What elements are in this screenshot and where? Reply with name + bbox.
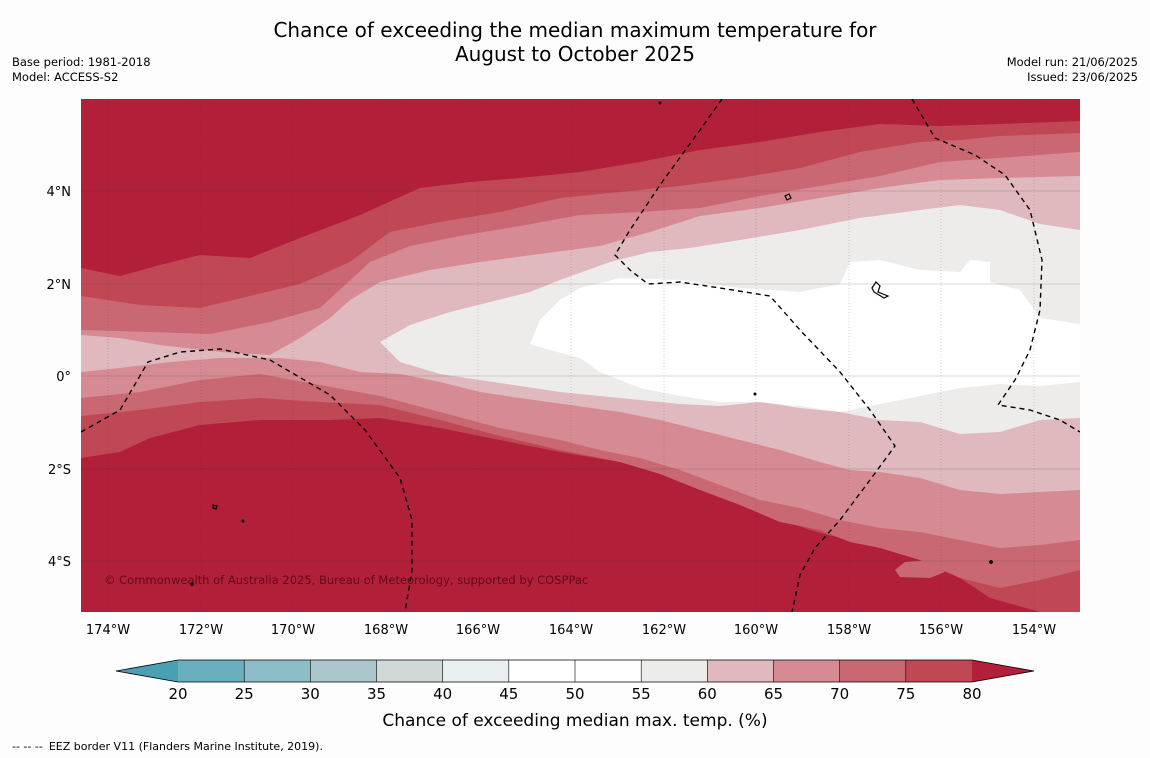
forecast-map: © Commonwealth of Australia 2025, Bureau… bbox=[47, 99, 1080, 731]
lon-label: 164°W bbox=[549, 623, 593, 638]
copyright-text: © Commonwealth of Australia 2025, Bureau… bbox=[104, 573, 588, 587]
model-run-label: Model run: 21/06/2025 bbox=[1006, 55, 1138, 69]
eez-legend-dash: -- -- -- bbox=[12, 740, 43, 753]
lon-label: 154°W bbox=[1012, 623, 1056, 638]
lat-label: 4°N bbox=[47, 185, 72, 200]
colorbar-tick: 80 bbox=[962, 685, 981, 703]
colorbar-tick: 45 bbox=[499, 685, 518, 703]
model-label: Model: ACCESS-S2 bbox=[12, 70, 119, 84]
lon-label: 166°W bbox=[456, 623, 500, 638]
colorbar-segment bbox=[508, 660, 575, 682]
colorbar-tick: 20 bbox=[168, 685, 187, 703]
lat-label: 0° bbox=[56, 370, 71, 385]
colorbar-tick: 40 bbox=[433, 685, 452, 703]
colorbar-segment bbox=[310, 660, 377, 682]
colorbar-segment bbox=[178, 660, 245, 682]
lat-label: 4°S bbox=[48, 555, 71, 570]
island-dot bbox=[658, 101, 662, 105]
island-shape bbox=[871, 281, 890, 299]
lon-label: 158°W bbox=[827, 623, 871, 638]
base-period-label: Base period: 1981-2018 bbox=[12, 55, 151, 69]
colorbar-tick: 55 bbox=[632, 685, 651, 703]
islands bbox=[190, 101, 993, 586]
colorbar-segment bbox=[707, 660, 774, 682]
gridlines bbox=[81, 99, 1080, 612]
island-shape bbox=[212, 504, 218, 510]
lat-label: 2°N bbox=[47, 278, 72, 293]
island-shape bbox=[784, 193, 792, 201]
island-dot bbox=[989, 560, 993, 564]
lon-label: 160°W bbox=[734, 623, 778, 638]
lon-label: 174°W bbox=[86, 623, 130, 638]
island-dot bbox=[753, 392, 757, 396]
title-line-2: August to October 2025 bbox=[454, 42, 696, 66]
colorbar-segment bbox=[376, 660, 443, 682]
title-line-1: Chance of exceeding the median maximum t… bbox=[273, 18, 877, 42]
colorbar-low-extension bbox=[116, 660, 178, 682]
band-70-lobe bbox=[895, 560, 945, 578]
map-title: Chance of exceeding the median maximum t… bbox=[0, 18, 1150, 66]
colorbar-tick: 70 bbox=[830, 685, 849, 703]
colorbar-segment bbox=[641, 660, 708, 682]
colorbar: 20 25 30 35 40 45 50 55 60 65 70 75 80 C… bbox=[115, 659, 1035, 731]
colorbar-tick: 35 bbox=[367, 685, 386, 703]
colorbar-high-extension bbox=[972, 660, 1034, 682]
meta-left: Base period: 1981-2018 Model: ACCESS-S2 bbox=[12, 55, 151, 85]
colorbar-segment bbox=[575, 660, 642, 682]
meta-right: Model run: 21/06/2025 Issued: 23/06/2025 bbox=[1007, 55, 1138, 85]
colorbar-label: Chance of exceeding median max. temp. (%… bbox=[382, 711, 767, 731]
colorbar-segment bbox=[773, 660, 840, 682]
lon-label: 170°W bbox=[271, 623, 315, 638]
colorbar-tick: 25 bbox=[235, 685, 254, 703]
colorbar-segment bbox=[839, 660, 906, 682]
lon-axis: 174°W 172°W 170°W 168°W 166°W 164°W 162°… bbox=[86, 623, 1056, 638]
eez-borders bbox=[81, 99, 1080, 612]
lat-axis: 4°N 2°N 0° 2°S 4°S bbox=[47, 185, 72, 570]
map-plot-area: © Commonwealth of Australia 2025, Bureau… bbox=[81, 99, 1080, 612]
colorbar-segment bbox=[244, 660, 311, 682]
lon-label: 168°W bbox=[364, 623, 408, 638]
island-dot bbox=[241, 519, 245, 523]
colorbar-tick: 60 bbox=[698, 685, 717, 703]
colorbar-tick: 65 bbox=[764, 685, 783, 703]
colorbar-tick: 30 bbox=[301, 685, 320, 703]
lon-label: 172°W bbox=[179, 623, 223, 638]
island-dot bbox=[190, 582, 194, 586]
lat-label: 2°S bbox=[48, 463, 71, 478]
eez-legend-text: EEZ border V11 (Flanders Marine Institut… bbox=[48, 740, 323, 753]
issued-label: Issued: 23/06/2025 bbox=[1027, 70, 1138, 84]
colorbar-outline bbox=[115, 659, 1035, 683]
lon-label: 156°W bbox=[919, 623, 963, 638]
colorbar-tick: 75 bbox=[896, 685, 915, 703]
colorbar-tick: 50 bbox=[565, 685, 584, 703]
band-75-lobe bbox=[1000, 575, 1080, 612]
lon-label: 162°W bbox=[642, 623, 686, 638]
colorbar-segment bbox=[442, 660, 509, 682]
colorbar-segment bbox=[905, 660, 972, 682]
footnote: -- -- -- EEZ border V11 (Flanders Marine … bbox=[12, 740, 323, 753]
